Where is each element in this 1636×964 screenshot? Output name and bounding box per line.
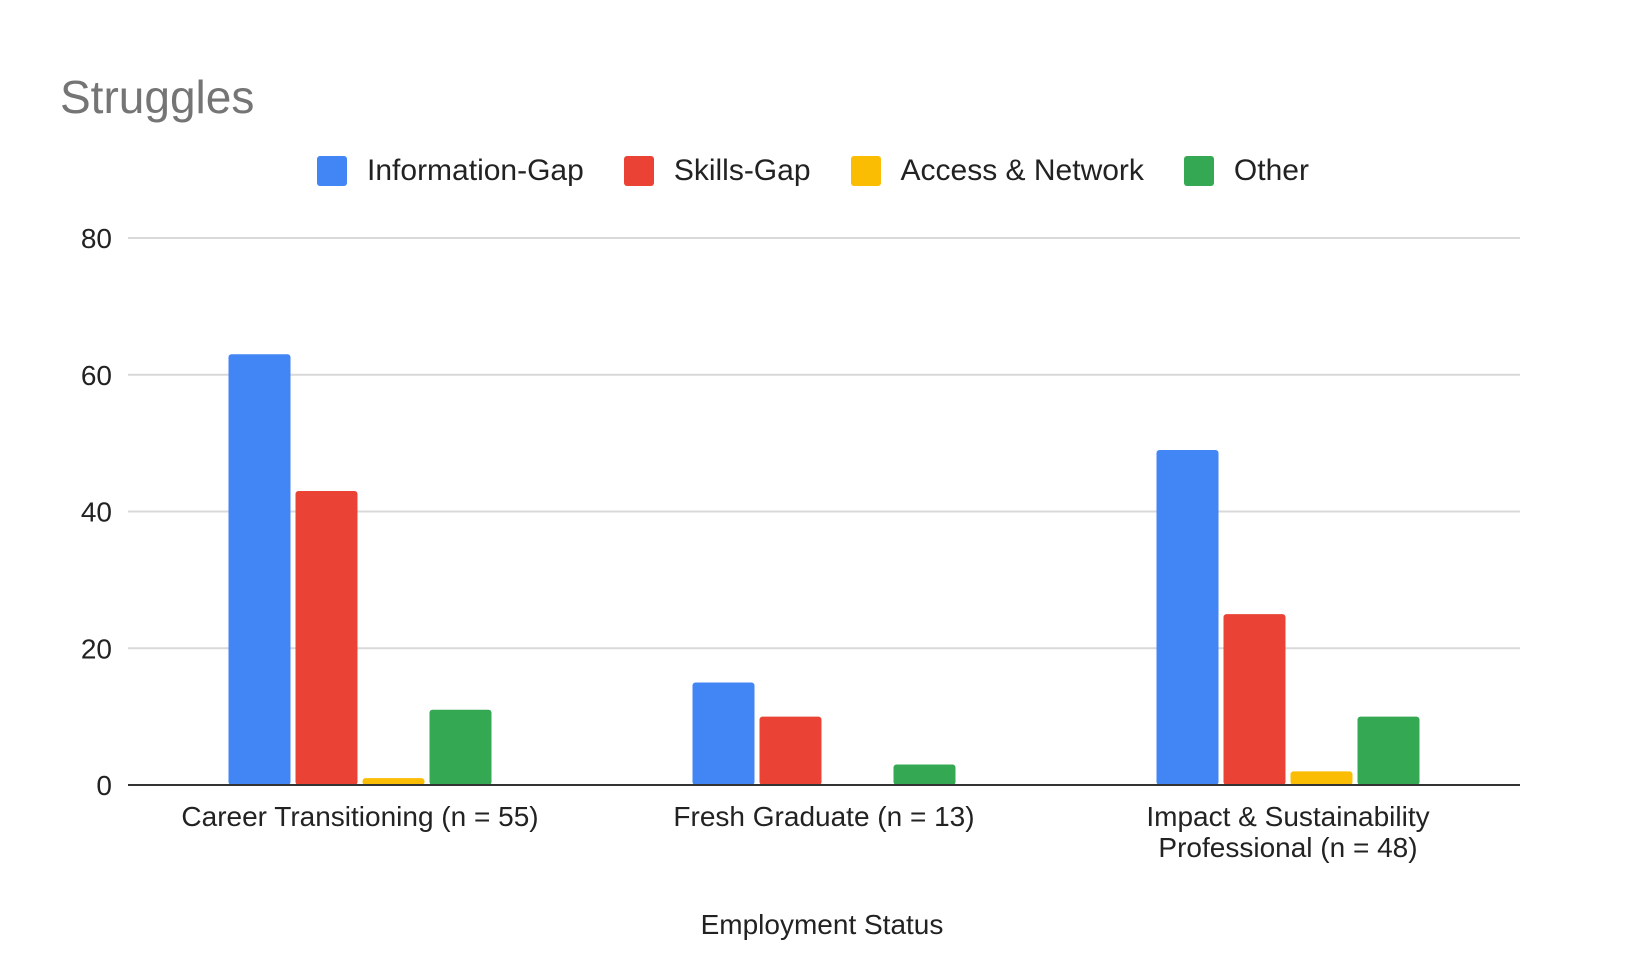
- y-tick-label: 40: [81, 497, 112, 528]
- x-tick-label: Career Transitioning (n = 55): [181, 801, 538, 832]
- bar-information-gap: [692, 682, 755, 785]
- legend-swatch: [317, 156, 348, 186]
- legend-swatch: [1183, 156, 1214, 186]
- y-tick-label: 60: [81, 360, 112, 391]
- chart-title: Struggles: [60, 71, 255, 123]
- bar-skills-gap: [1223, 614, 1286, 785]
- bar-other: [893, 764, 956, 785]
- bar-skills-gap: [295, 490, 358, 785]
- bar-other: [429, 709, 492, 785]
- legend-item: Skills-Gap: [623, 154, 811, 188]
- legend-item: Access & Network: [850, 154, 1144, 188]
- legend-swatch: [850, 156, 881, 186]
- legend-label: Access & Network: [900, 154, 1144, 187]
- y-tick-label: 0: [96, 770, 112, 801]
- bar-other: [1357, 716, 1420, 785]
- bar-access-network: [1290, 771, 1353, 785]
- legend-swatch: [623, 156, 654, 186]
- bar-information-gap: [228, 354, 291, 785]
- legend-label: Skills-Gap: [673, 154, 811, 187]
- legend-item: Information-Gap: [317, 154, 584, 188]
- y-tick-label: 80: [81, 223, 112, 254]
- y-tick-label: 20: [81, 633, 112, 664]
- legend-label: Other: [1233, 154, 1309, 187]
- legend-item: Other: [1183, 154, 1309, 188]
- x-tick-label: Impact & Sustainability: [1146, 801, 1429, 832]
- bar-information-gap: [1156, 449, 1219, 785]
- legend-label: Information-Gap: [367, 154, 584, 187]
- bar-access-network: [362, 778, 425, 785]
- x-tick-label: Fresh Graduate (n = 13): [673, 801, 974, 832]
- bar-skills-gap: [759, 716, 822, 785]
- legend: Information-Gap Skills-Gap Access & Netw…: [0, 154, 1636, 188]
- x-axis-title: Employment Status: [701, 909, 944, 940]
- x-tick-label: Professional (n = 48): [1158, 832, 1417, 863]
